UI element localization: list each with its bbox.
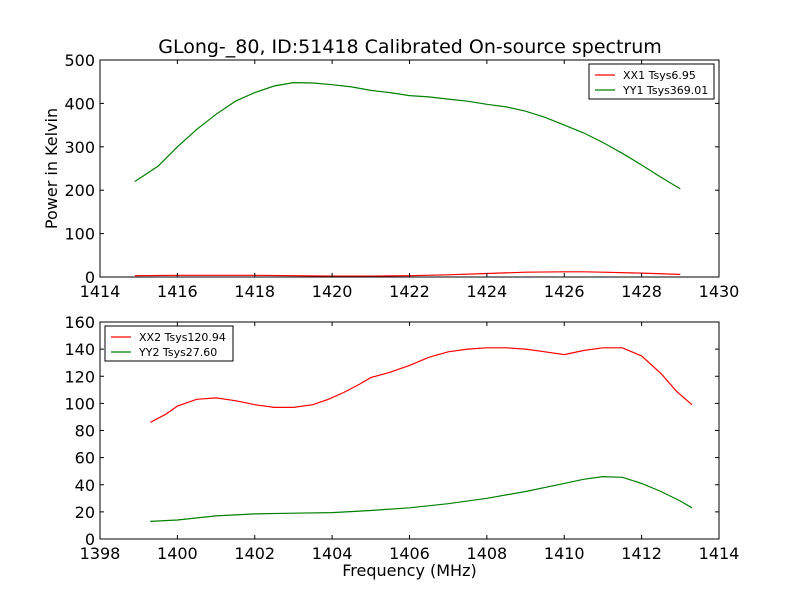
x-axis-label: Frequency (MHz)	[342, 561, 476, 580]
subplot-2: 1398 1400 1402 1404 1406 1408 1410 1412 1414 0 20 4…	[64, 313, 739, 580]
series-line-2	[150, 475, 693, 522]
legend-entry: XX2 Tsys120.94	[139, 331, 226, 344]
legend: XX1 Tsys6.95 YY1 Tsys369.01	[588, 63, 715, 100]
y-tick-label: 120	[64, 367, 95, 386]
x-tick-label: 1424	[467, 282, 508, 301]
x-tick-label: 1408	[467, 544, 508, 563]
x-tick-label: 1406	[389, 544, 430, 563]
x-tick-label: 1422	[389, 282, 430, 301]
y-axis-label: Power in Kelvin	[42, 108, 61, 229]
x-tick-label: 1412	[621, 544, 662, 563]
legend-entry: YY1 Tsys369.01	[622, 84, 708, 97]
x-tick-label: 1430	[699, 282, 740, 301]
x-tick-label: 1400	[157, 544, 198, 563]
x-tick-label: 1428	[621, 282, 662, 301]
y-tick-label: 60	[75, 449, 95, 468]
y-tick-label: 80	[75, 422, 95, 441]
legend: XX2 Tsys120.94 YY2 Tsys27.60	[104, 325, 234, 362]
x-tick-label: 1414	[699, 544, 740, 563]
y-tick-label: 300	[64, 138, 95, 157]
x-tick-label: 1404	[312, 544, 353, 563]
y-tick-label: 20	[75, 503, 95, 522]
series-line-1	[150, 347, 693, 423]
y-tick-label: 0	[85, 268, 95, 287]
series-line-1	[134, 271, 681, 277]
x-tick-label: 1398	[80, 544, 121, 563]
x-tick-label: 1426	[544, 282, 585, 301]
y-tick-label: 400	[64, 94, 95, 113]
y-tick-label: 100	[64, 225, 95, 244]
subplot-1: 1414 1416 1418 1420 1422 1424 1426 1428 1430 0 100…	[42, 51, 739, 301]
series-line-2	[134, 81, 681, 190]
y-tick-label: 160	[64, 313, 95, 332]
y-tick-label: 40	[75, 476, 95, 495]
y-tick-label: 500	[64, 51, 95, 70]
x-tick-label: 1416	[157, 282, 198, 301]
y-tick-label: 200	[64, 181, 95, 200]
chart-title: GLong-_80, ID:51418 Calibrated On-source…	[158, 36, 662, 58]
legend-box	[104, 325, 234, 362]
y-tick-label: 140	[64, 340, 95, 359]
x-tick-label: 1410	[544, 544, 585, 563]
x-tick-label: 1414	[80, 282, 121, 301]
y-tick-label: 100	[64, 394, 95, 413]
x-tick-label: 1402	[234, 544, 275, 563]
legend-entry: YY2 Tsys27.60	[138, 346, 217, 359]
x-tick-label: 1418	[234, 282, 275, 301]
y-tick-label: 0	[85, 530, 95, 549]
legend-entry: XX1 Tsys6.95	[623, 69, 696, 82]
x-tick-label: 1420	[312, 282, 353, 301]
legend-box	[588, 63, 715, 100]
